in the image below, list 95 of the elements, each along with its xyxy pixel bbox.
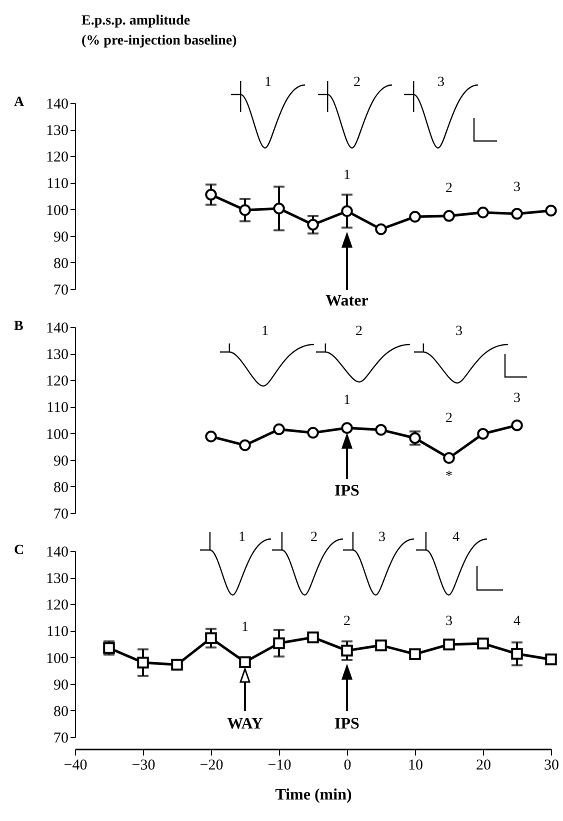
annotation: 1 — [242, 620, 248, 636]
chart-title: B — [14, 319, 24, 334]
point — [171, 658, 183, 671]
y-tick-label: 70 — [54, 282, 68, 298]
point — [205, 632, 217, 644]
text: 1 — [264, 75, 272, 90]
y-tick-label: 130 — [46, 123, 68, 140]
y-tick-label: 120 — [46, 598, 68, 614]
point — [205, 188, 217, 201]
point — [477, 638, 489, 650]
annotation: 4 — [514, 614, 520, 630]
y-tick-label: 90 — [54, 453, 68, 470]
point — [375, 223, 387, 236]
y-tick-label: 110 — [46, 400, 68, 416]
y-tick-label: 100 — [46, 202, 68, 219]
annotation: 2 — [446, 411, 452, 426]
annotation: IPS — [334, 482, 360, 500]
point — [375, 639, 387, 652]
point — [443, 210, 455, 222]
y-tick-label: 100 — [46, 650, 68, 667]
annotation: 3 — [514, 391, 520, 406]
point — [545, 204, 557, 216]
point — [341, 644, 353, 657]
point — [409, 210, 421, 223]
x-tick-label: 30 — [544, 758, 559, 774]
text: Water — [326, 292, 368, 310]
y-tick-label: 100 — [46, 426, 68, 443]
y-tick-label: 90 — [54, 229, 68, 246]
text: 2 — [310, 530, 318, 546]
point — [443, 638, 455, 650]
annotation: * — [446, 469, 452, 484]
point — [477, 428, 489, 440]
x-tick-label: −10 — [268, 758, 292, 774]
point — [239, 439, 251, 452]
point — [307, 631, 319, 644]
y-tick-label: 140 — [46, 544, 68, 560]
x-axis-title: Time (min) — [275, 786, 352, 804]
annotation: 2 — [356, 324, 362, 340]
point — [239, 204, 251, 216]
annotation: IPS — [334, 716, 360, 733]
x-tick-label: −30 — [132, 758, 156, 774]
x-tick-label: −20 — [200, 758, 224, 774]
point — [409, 648, 421, 660]
point — [307, 218, 319, 231]
annotation: 1 — [344, 393, 350, 408]
point — [205, 430, 217, 442]
point — [273, 423, 285, 436]
annotation: 1 — [262, 324, 268, 340]
y-tick-label: 140 — [46, 96, 68, 112]
point — [307, 426, 319, 439]
point — [511, 208, 523, 220]
point — [137, 656, 149, 668]
point — [443, 452, 455, 464]
y-tick-label: 110 — [46, 624, 68, 640]
text: 3 — [438, 75, 444, 90]
y-tick-label: 90 — [54, 677, 68, 694]
point — [477, 206, 489, 218]
y-tick-label: 140 — [46, 320, 68, 336]
y-tick-label: 130 — [46, 571, 68, 588]
point — [375, 424, 387, 436]
chart-title: C — [14, 543, 24, 558]
y-tick-label: 130 — [46, 347, 68, 364]
y-tick-label: 80 — [54, 704, 68, 720]
point — [239, 656, 251, 668]
text: 2 — [354, 75, 360, 90]
point — [341, 205, 353, 218]
point — [511, 648, 523, 660]
annotation: 3 — [456, 324, 462, 340]
y-tick-label: 120 — [46, 374, 68, 390]
x-tick-label: 20 — [476, 758, 491, 774]
annotation: 2 — [344, 614, 350, 630]
y-tick-label: 70 — [54, 730, 68, 746]
text: 1 — [238, 530, 246, 546]
annotation: 1 — [344, 168, 350, 184]
annotation: 3 — [514, 180, 520, 196]
point — [341, 422, 353, 434]
y-tick-label: 80 — [54, 256, 68, 272]
text: 3 — [378, 530, 386, 546]
point — [511, 419, 523, 432]
y-tick-label: 80 — [54, 480, 68, 496]
annotation: 2 — [446, 181, 452, 196]
x-tick-label: 0 — [344, 758, 352, 774]
y-axis-title: E.p.s.p. amplitude (% pre-injection baseline) — [82, 14, 238, 48]
text: 4 — [452, 530, 460, 546]
point — [545, 654, 557, 666]
point — [273, 202, 285, 214]
annotation: 3 — [446, 614, 452, 630]
chart-title: A — [14, 95, 25, 110]
y-tick-label: 110 — [46, 176, 68, 192]
point — [273, 637, 285, 650]
x-tick-label: −40 — [64, 758, 88, 774]
x-tick-label: 10 — [408, 758, 423, 774]
y-tick-label: 120 — [46, 150, 68, 166]
y-tick-label: 70 — [54, 506, 68, 522]
annotation: WAY — [227, 716, 264, 733]
